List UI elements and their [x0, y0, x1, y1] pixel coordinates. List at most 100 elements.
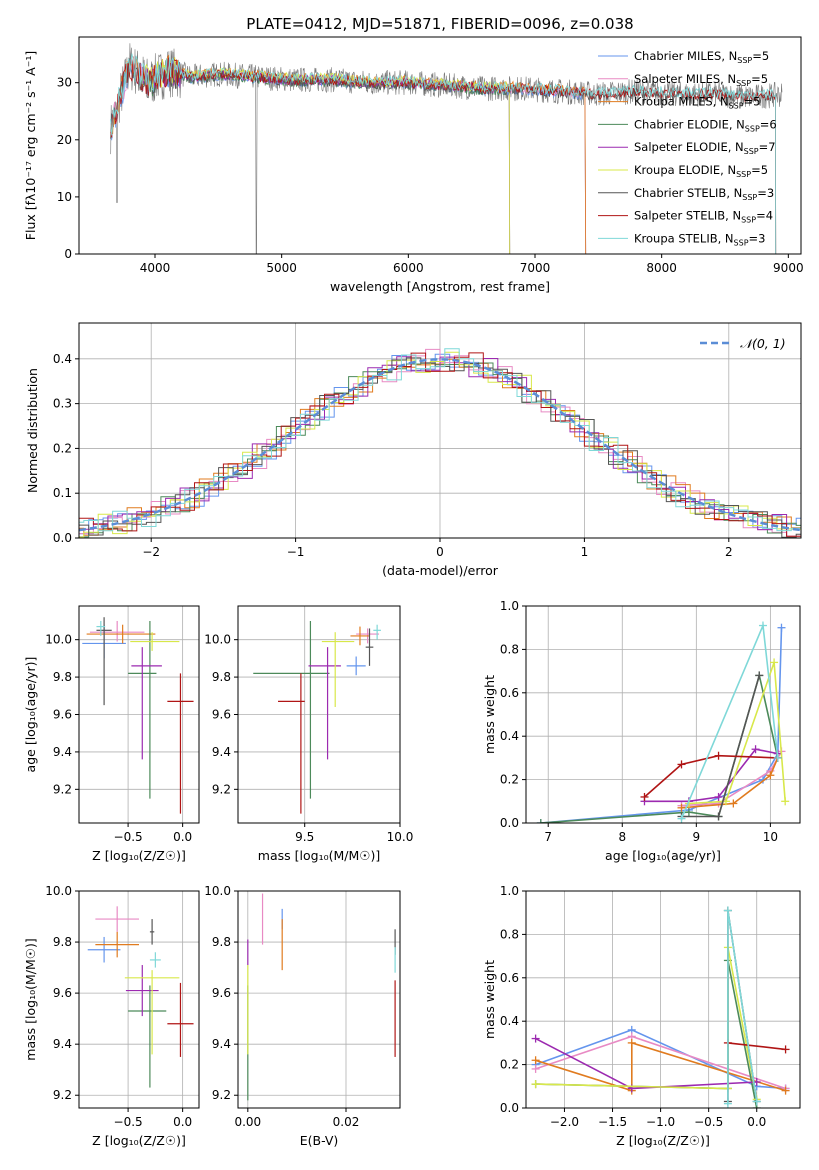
x-axis-label: Z [log₁₀(Z/Z☉)] [92, 1133, 186, 1148]
y-axis-label: Flux [fλ10⁻¹⁷ erg cm⁻² s⁻¹ A⁻¹] [23, 51, 38, 240]
errorbar-point-salpeter-elodie [131, 647, 162, 760]
y-tick-label: 9.6 [53, 986, 72, 1000]
y-axis-label: mass weight [482, 960, 497, 1039]
errorbar-point-kroupa-miles [350, 626, 370, 646]
y-tick-label: 10 [57, 190, 72, 204]
x-axis-label: mass [log₁₀(M/M☉)] [258, 848, 380, 863]
weight-series-kroupa-miles [531, 1038, 790, 1095]
errorbar-point-salpeter-stelib [167, 673, 194, 814]
y-tick-label: 0 [64, 247, 72, 261]
errorbar-point-chabrier-elodie [128, 985, 167, 1088]
weight-series-salpeter-elodie [640, 745, 782, 806]
errorbar-point-kroupa-stelib [96, 620, 106, 636]
legend-entry: Chabrier MILES, NSSP=5 [634, 49, 769, 65]
plot-area [247, 893, 396, 1101]
normal-curve [79, 358, 801, 532]
axes-frame [237, 890, 401, 1109]
plot-area [531, 906, 790, 1108]
errorbar-point-chabrier-stelib [365, 628, 374, 666]
errorbar-point-chabrier-miles [87, 936, 121, 963]
x-tick-label: −1 [287, 545, 305, 559]
legend-entry: Chabrier STELIB, NSSP=3 [634, 186, 774, 202]
figure-title: PLATE=0412, MJD=51871, FIBERID=0096, z=0… [246, 15, 633, 33]
y-tick-label: 0.2 [500, 773, 519, 787]
model-spectrum-kroupa-stelib [110, 53, 777, 254]
weight-series-kroupa-stelib [723, 906, 761, 1108]
panel-age-vs-mass: 9.5 10.0 9.2 9.4 9.6 9.8 10.0 mass [log₁₀(M/M☉)… [204, 605, 414, 863]
x-axis-label: (data-model)/error [382, 563, 499, 578]
x-tick-label: 0.0 [173, 1115, 192, 1129]
weight-series-kroupa-stelib [677, 621, 782, 823]
x-tick-label: −1.0 [646, 1115, 675, 1129]
legend-entry: Salpeter STELIB, NSSP=4 [634, 209, 773, 225]
model-spectrum-salpeter-stelib [110, 56, 777, 254]
x-tick-label: −0.5 [114, 1115, 143, 1129]
y-tick-label: 0.8 [500, 642, 519, 656]
y-tick-label: 1.0 [500, 884, 519, 898]
y-tick-label: 9.4 [212, 745, 231, 759]
y-tick-label: 10.0 [45, 633, 72, 647]
y-tick-label: 9.2 [212, 1088, 231, 1102]
axes-frame [78, 36, 802, 255]
y-tick-label: 9.8 [212, 935, 231, 949]
x-axis-label: E(B-V) [300, 1133, 339, 1148]
x-tick-label: 2 [725, 545, 733, 559]
errorbar-point-kroupa-miles [95, 931, 139, 958]
x-tick-label: 8 [618, 830, 626, 844]
x-tick-label: 0.0 [747, 1115, 766, 1129]
y-tick-label: 9.6 [53, 708, 72, 722]
y-tick-label: 0.8 [500, 927, 519, 941]
x-tick-label: 10.0 [387, 830, 414, 844]
panel-mass-vs-ebv: 0.00 0.02 9.2 9.4 9.6 9.8 10.0 E(B-V) [204, 884, 401, 1148]
errorbar-point-salpeter-elodie [308, 647, 341, 760]
x-tick-label: −0.5 [694, 1115, 723, 1129]
x-axis-label: wavelength [Angstrom, rest frame] [330, 279, 550, 294]
axes-frame [525, 605, 801, 824]
y-tick-label: 0.0 [500, 816, 519, 830]
y-tick-label: 9.4 [53, 745, 72, 759]
errorbar-point-kroupa-miles [86, 624, 156, 644]
x-tick-label: 9 [693, 830, 701, 844]
x-tick-label: 7000 [520, 261, 551, 275]
x-tick-label: −2 [142, 545, 160, 559]
x-tick-label: 6000 [393, 261, 424, 275]
errorbar-point-kroupa-stelib [149, 952, 161, 968]
x-axis-label: age [log₁₀(age/yr)] [605, 848, 721, 863]
weight-series-chabrier-stelib [677, 671, 764, 821]
legend-entry: Salpeter ELODIE, NSSP=7 [634, 140, 776, 156]
errorbar-point-kroupa-elodie [321, 632, 355, 708]
y-tick-label: 20 [57, 133, 72, 147]
residual-histogram [79, 348, 801, 532]
y-tick-label: 30 [57, 76, 72, 90]
legend-entry: Salpeter MILES, NSSP=5 [634, 72, 768, 88]
y-tick-label: 1.0 [500, 599, 519, 613]
plot-area [79, 348, 801, 538]
panel-mass-vs-z: −0.5 0.0 9.2 9.4 9.6 9.8 10.0 Z [log₁₀(Z/Z☉)] ma… [23, 884, 200, 1148]
weight-series-chabrier-miles [536, 623, 786, 823]
x-tick-label: 10 [763, 830, 778, 844]
y-axis-label: mass weight [482, 675, 497, 754]
x-tick-label: 9.5 [295, 830, 314, 844]
legend-entry: 𝒩(0, 1) [740, 336, 786, 351]
panel-spectrum: 4000 5000 6000 7000 8000 9000 0 10 20 30 wavelengt… [23, 36, 804, 294]
errorbar-point-chabrier-elodie [253, 620, 330, 799]
y-tick-label: 10.0 [45, 884, 72, 898]
plot-area [87, 906, 194, 1088]
x-tick-label: 0.0 [173, 830, 192, 844]
errorbar-point-kroupa-stelib [373, 624, 381, 640]
y-tick-label: 9.6 [212, 986, 231, 1000]
y-tick-label: 10.0 [204, 633, 231, 647]
plot-area [536, 621, 790, 823]
spectrum-legend: Chabrier MILES, NSSP=5 Salpeter MILES, NS… [598, 49, 777, 247]
y-tick-label: 0.4 [53, 352, 72, 366]
y-tick-label: 0.4 [500, 729, 519, 743]
y-tick-label: 9.2 [212, 782, 231, 796]
x-tick-label: 1 [581, 545, 589, 559]
x-tick-label: 0.00 [234, 1115, 261, 1129]
axes-frame [525, 890, 801, 1109]
weight-series-chabrier-elodie [536, 671, 782, 823]
errorbar-point-kroupa-elodie [124, 970, 180, 1055]
panel-weight-vs-age: 7 8 9 10 0.0 0.2 0.4 0.6 0.8 1.0 age [log₁₀(age/yr… [482, 599, 801, 863]
y-tick-label: 9.2 [53, 1088, 72, 1102]
